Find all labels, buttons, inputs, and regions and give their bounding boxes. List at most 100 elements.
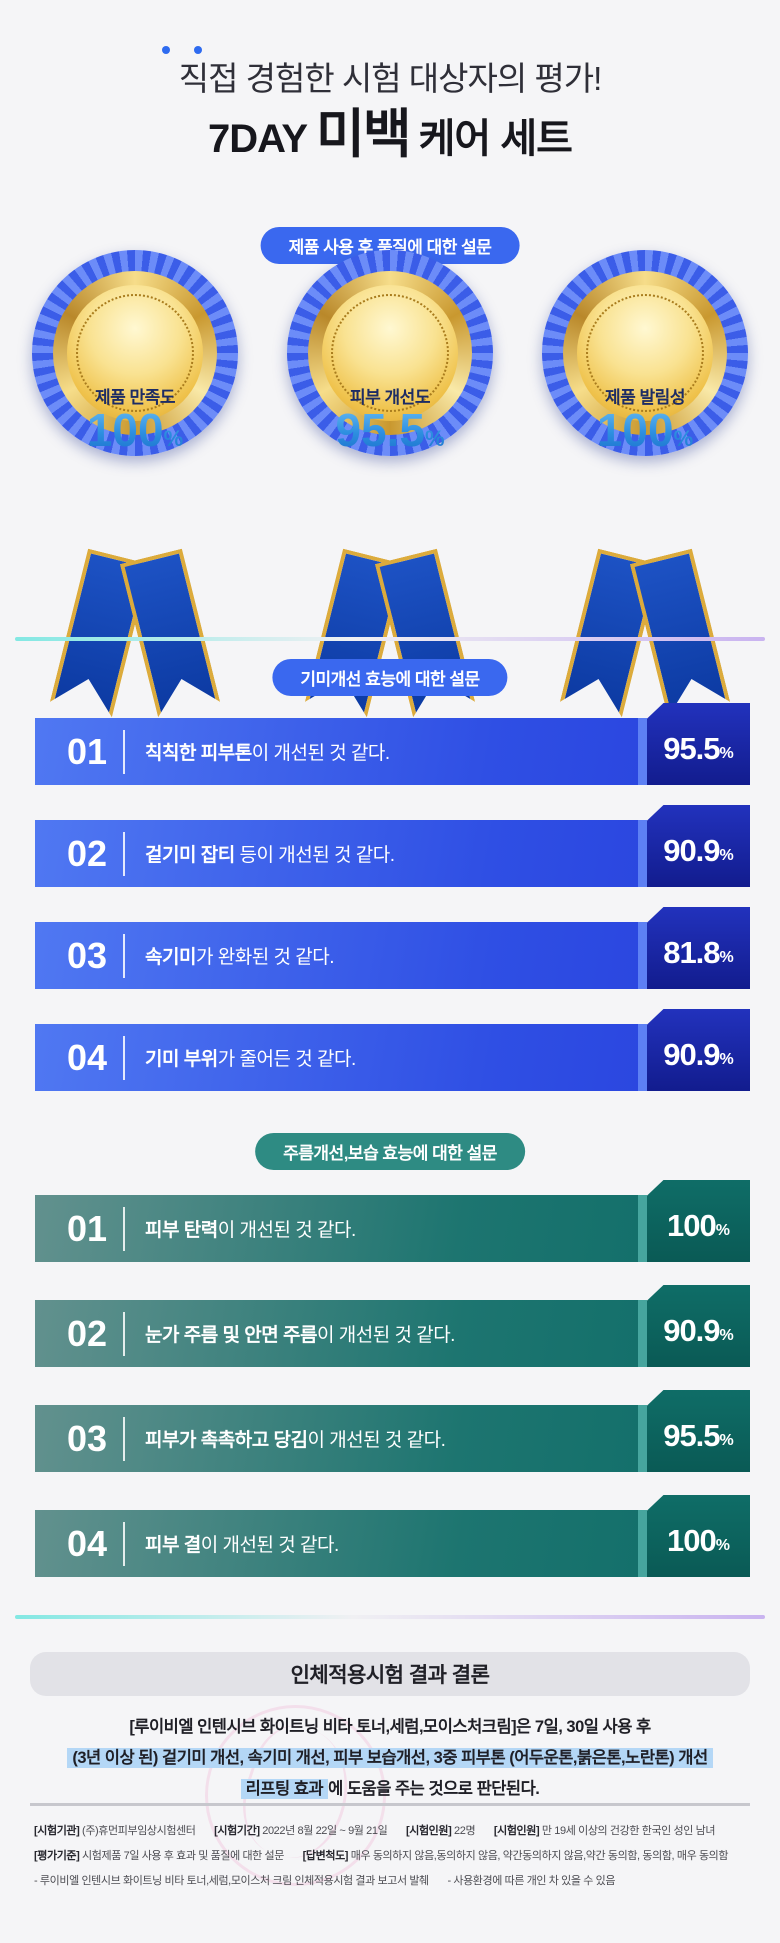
bar-statement-rest: 가 완화된 것 같다. bbox=[196, 947, 334, 968]
percent-sign: % bbox=[424, 426, 445, 451]
bar-statement: 칙칙한 피부톤이 개선된 것 같다. bbox=[145, 738, 390, 765]
rosette-icon: 제품 만족도 100% bbox=[32, 250, 238, 456]
survey-bar: 02 눈가 주름 및 안면 주름이 개선된 것 같다. bbox=[35, 1300, 638, 1367]
page-subtitle: 직접 경험한 시험 대상자의 평가! bbox=[178, 60, 603, 97]
badge-label: 제품 발림성 bbox=[605, 388, 685, 407]
vertical-divider bbox=[123, 831, 126, 876]
ribbon-tail-icon bbox=[120, 549, 220, 718]
footer-key: [시험기관] bbox=[34, 1825, 80, 1837]
badge-number: 100 bbox=[86, 404, 164, 456]
section-pill-wrinkle: 주름개선,보습 효능에 대한 설문 bbox=[255, 1133, 525, 1170]
gold-ring-icon: 피부 개선도 95.5% bbox=[308, 271, 472, 435]
footer-line-1: [시험기관] (주)휴먼피부임상시험센터 [시험기간] 2022년 8월 22일… bbox=[34, 1822, 754, 1838]
bar-percent-value: 81.8 bbox=[663, 935, 720, 970]
bar-statement-bold: 겉기미 잡티 bbox=[145, 845, 235, 866]
bar-percent-flag: 95.5% bbox=[647, 1390, 750, 1472]
rosette-icon: 제품 발림성 100% bbox=[542, 250, 748, 456]
bar-percent-flag: 90.9% bbox=[647, 1009, 750, 1091]
award-badge-satisfaction: 제품 만족도 100% bbox=[10, 244, 260, 566]
bar-percent-flag: 100% bbox=[647, 1495, 750, 1577]
bar-statement-rest: 이 개선된 것 같다. bbox=[217, 1220, 356, 1241]
percent-sign: % bbox=[719, 948, 734, 966]
section-pill-blemish: 기미개선 효능에 대한 설문 bbox=[272, 659, 508, 696]
medal-face-icon: 제품 발림성 100% bbox=[577, 285, 713, 421]
footer-note: - 사용환경에 따른 개인 차 있을 수 있음 bbox=[447, 1875, 616, 1887]
bar-statement: 피부 결이 개선된 것 같다. bbox=[145, 1530, 339, 1557]
percent-sign: % bbox=[719, 846, 734, 864]
badge-number: 95.5 bbox=[335, 404, 425, 456]
title-highlight: 미백 bbox=[316, 105, 412, 164]
bar-statement-rest: 이 개선된 것 같다. bbox=[316, 1325, 455, 1346]
conclusion-line2-highlight: (3년 이상 된) 겉기미 개선, 속기미 개선, 피부 보습개선, 3중 피부… bbox=[67, 1748, 713, 1768]
bar-statement-bold: 피부가 촉촉하고 당김 bbox=[145, 1430, 308, 1451]
percent-sign: % bbox=[719, 1431, 734, 1449]
vertical-divider bbox=[123, 1206, 126, 1251]
conclusion-body: [루이비엘 인텐시브 화이트닝 비타 토너,세럼,모이스처크림]은 7일, 30… bbox=[20, 1712, 760, 1805]
footer-line-2: [평가기준] 시험제품 7일 사용 후 효과 및 품질에 대한 설문 [답변척도… bbox=[34, 1847, 754, 1863]
badge-value: 100% bbox=[577, 403, 713, 457]
bar-statement-bold: 속기미 bbox=[145, 947, 196, 968]
bar-accent-strip bbox=[638, 1405, 647, 1472]
footer-line-3: - 루이비엘 인텐시브 화이트닝 비타 토너,세럼,모이스처 크림 인체적용시험… bbox=[34, 1872, 754, 1888]
vertical-divider bbox=[123, 1035, 126, 1080]
survey-bar-row: 01 칙칙한 피부톤이 개선된 것 같다. 95.5% bbox=[35, 703, 750, 785]
bar-statement-bold: 피부 결 bbox=[145, 1535, 201, 1556]
survey-bar-row: 03 속기미가 완화된 것 같다. 81.8% bbox=[35, 907, 750, 989]
survey-bar-row: 02 겉기미 잡티 등이 개선된 것 같다. 90.9% bbox=[35, 805, 750, 887]
bar-statement: 기미 부위가 줄어든 것 같다. bbox=[145, 1044, 356, 1071]
survey-bar: 03 피부가 촉촉하고 당김이 개선된 것 같다. bbox=[35, 1405, 638, 1472]
gold-ring-icon: 제품 만족도 100% bbox=[53, 271, 217, 435]
bar-percent-value: 100 bbox=[667, 1523, 717, 1558]
bar-number: 04 bbox=[67, 1036, 108, 1078]
percent-sign: % bbox=[719, 1326, 734, 1344]
bar-number: 01 bbox=[67, 730, 108, 772]
footer-value: 22명 bbox=[451, 1825, 476, 1837]
bar-statement: 피부 탄력이 개선된 것 같다. bbox=[145, 1215, 356, 1242]
bar-accent-strip bbox=[638, 718, 647, 785]
badge-number: 100 bbox=[596, 404, 674, 456]
ribbon-tail-icon bbox=[630, 549, 730, 718]
percent-sign: % bbox=[719, 744, 734, 762]
bar-statement-rest: 등이 개선된 것 같다. bbox=[234, 845, 395, 866]
survey-bar-row: 04 기미 부위가 줄어든 것 같다. 90.9% bbox=[35, 1009, 750, 1091]
page-title: 7DAY 미백 케어 세트 bbox=[0, 92, 780, 168]
gold-ring-icon: 제품 발림성 100% bbox=[563, 271, 727, 435]
bar-statement: 눈가 주름 및 안면 주름이 개선된 것 같다. bbox=[145, 1320, 455, 1347]
survey-bar: 02 겉기미 잡티 등이 개선된 것 같다. bbox=[35, 820, 638, 887]
bar-statement-bold: 기미 부위 bbox=[145, 1049, 218, 1070]
bar-percent-value: 95.5 bbox=[663, 731, 720, 766]
vertical-divider bbox=[123, 1311, 126, 1356]
survey-bar-row: 03 피부가 촉촉하고 당김이 개선된 것 같다. 95.5% bbox=[35, 1390, 750, 1472]
survey-bar: 04 기미 부위가 줄어든 것 같다. bbox=[35, 1024, 638, 1091]
vertical-divider bbox=[123, 1416, 126, 1461]
bar-accent-strip bbox=[638, 922, 647, 989]
conclusion-title: 인체적용시험 결과 결론 bbox=[30, 1652, 750, 1696]
gradient-divider bbox=[15, 1615, 765, 1619]
bar-percent-value: 90.9 bbox=[663, 1037, 720, 1072]
percent-sign: % bbox=[715, 1536, 730, 1554]
accent-dot-icon bbox=[194, 46, 202, 54]
bar-statement: 속기미가 완화된 것 같다. bbox=[145, 942, 334, 969]
accent-dot-icon bbox=[162, 46, 170, 54]
badge-label: 제품 만족도 bbox=[95, 388, 175, 407]
badge-value: 100% bbox=[67, 403, 203, 457]
footer-value: 만 19세 이상의 건강한 한국인 성인 남녀 bbox=[539, 1825, 716, 1837]
bar-accent-strip bbox=[638, 1024, 647, 1091]
bar-accent-strip bbox=[638, 1300, 647, 1367]
bar-percent-value: 100 bbox=[667, 1208, 717, 1243]
survey-bar: 01 칙칙한 피부톤이 개선된 것 같다. bbox=[35, 718, 638, 785]
survey-bar-row: 04 피부 결이 개선된 것 같다. 100% bbox=[35, 1495, 750, 1577]
percent-sign: % bbox=[673, 426, 694, 451]
bar-statement: 겉기미 잡티 등이 개선된 것 같다. bbox=[145, 840, 395, 867]
bar-statement: 피부가 촉촉하고 당김이 개선된 것 같다. bbox=[145, 1425, 446, 1452]
bar-percent-value: 90.9 bbox=[663, 1313, 720, 1348]
rosette-icon: 피부 개선도 95.5% bbox=[287, 250, 493, 456]
award-badge-skin-improvement: 피부 개선도 95.5% bbox=[265, 244, 515, 566]
footer-key: [시험인원] bbox=[405, 1825, 452, 1837]
survey-bar: 03 속기미가 완화된 것 같다. bbox=[35, 922, 638, 989]
bar-percent-flag: 90.9% bbox=[647, 805, 750, 887]
vertical-divider bbox=[123, 729, 126, 774]
bar-number: 03 bbox=[67, 1417, 108, 1459]
bar-number: 01 bbox=[67, 1207, 108, 1249]
bar-statement-rest: 이 개선된 것 같다. bbox=[251, 743, 390, 764]
